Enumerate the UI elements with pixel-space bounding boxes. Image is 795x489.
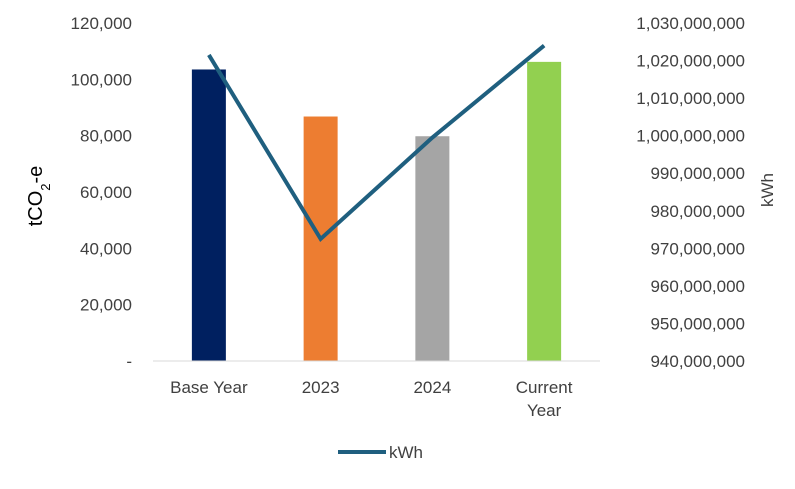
bar-2024: [415, 136, 449, 361]
y-left-tick-label: 40,000: [80, 239, 132, 258]
y-left-tick-label: 100,000: [71, 70, 132, 89]
y-left-tick-label: -: [126, 352, 132, 371]
x-tick-label: Base Year: [170, 378, 248, 397]
y-left-tick-label: 60,000: [80, 183, 132, 202]
y-right-tick-label: 960,000,000: [650, 277, 745, 296]
x-tick-label: 2024: [413, 378, 451, 397]
y-right-tick-label: 1,000,000,000: [636, 127, 745, 146]
legend-kwh-label: kWh: [389, 443, 423, 462]
y-right-tick-label: 970,000,000: [650, 239, 745, 258]
y-right-ticks: 940,000,000 950,000,000 960,000,000 970,000…: [636, 14, 745, 371]
bars-layer: [192, 62, 561, 361]
bar-base-year: [192, 69, 226, 361]
y-right-tick-label: 990,000,000: [650, 164, 745, 183]
y-right-axis-title: kWh: [758, 173, 777, 207]
y-left-axis-title: tCO2-e: [25, 166, 53, 227]
kwh-line: [209, 46, 544, 239]
y-right-tick-label: 980,000,000: [650, 202, 745, 221]
y-right-tick-label: 950,000,000: [650, 314, 745, 333]
y-right-tick-label: 1,030,000,000: [636, 14, 745, 33]
y-right-tick-label: 1,020,000,000: [636, 52, 745, 71]
legend: kWh: [338, 443, 423, 462]
y-left-tick-label: 80,000: [80, 127, 132, 146]
bar-current-year: [527, 62, 561, 361]
x-tick-label: 2023: [302, 378, 340, 397]
y-left-tick-label: 20,000: [80, 296, 132, 315]
y-left-ticks: - 20,000 40,000 60,000 80,000 100,000 120,000: [71, 14, 132, 371]
y-right-tick-label: 940,000,000: [650, 352, 745, 371]
y-left-axis-title-subscript: 2: [38, 184, 53, 191]
y-left-axis-title-main: tCO: [25, 191, 47, 227]
y-right-tick-label: 1,010,000,000: [636, 89, 745, 108]
line-layer: [209, 45, 544, 239]
y-left-axis-title-suffix: -e: [25, 166, 47, 184]
y-left-tick-label: 120,000: [71, 14, 132, 33]
